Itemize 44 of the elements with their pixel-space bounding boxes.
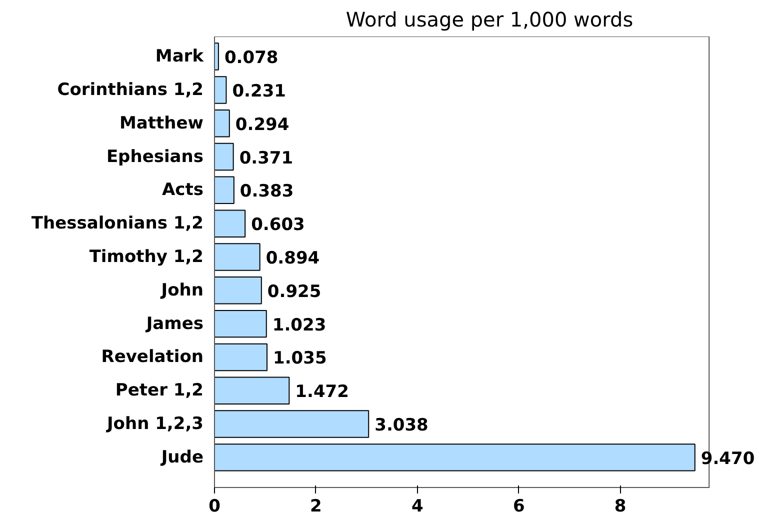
data-label: 0.925 — [267, 282, 322, 302]
data-label: 1.472 — [295, 382, 349, 402]
data-label: 1.023 — [272, 315, 326, 336]
x-tick-label: 4 — [412, 496, 424, 516]
bar — [214, 444, 696, 472]
y-tick-label: John — [160, 280, 204, 300]
y-tick-label: Corinthians 1,2 — [57, 80, 204, 100]
bar — [214, 176, 234, 204]
y-tick-label: Mark — [155, 46, 204, 67]
bar — [214, 343, 268, 372]
data-label: 0.078 — [224, 48, 278, 68]
y-tick-label: Matthew — [120, 113, 204, 134]
bar — [214, 410, 370, 438]
data-label: 3.038 — [374, 416, 428, 436]
bar — [214, 310, 267, 338]
data-label: 0.294 — [235, 114, 290, 135]
data-label: 0.894 — [266, 248, 320, 268]
y-tick-label: Ephesians — [106, 146, 204, 167]
y-tick-label: Revelation — [101, 347, 204, 368]
chart-title: Word usage per 1,000 words — [346, 8, 634, 32]
data-label: 0.603 — [251, 215, 305, 236]
x-tick-label: 0 — [208, 496, 221, 516]
y-tick-label: Acts — [162, 180, 204, 200]
bar — [214, 109, 230, 138]
y-tick-label: Peter 1,2 — [115, 380, 204, 401]
bar — [214, 243, 260, 271]
y-tick-label: Thessalonians 1,2 — [31, 214, 204, 234]
bar — [214, 210, 246, 238]
x-tick-label: 8 — [614, 496, 626, 516]
data-label: 0.231 — [232, 81, 286, 102]
y-tick-label: John 1,2,3 — [106, 414, 204, 434]
x-tick-label: 2 — [310, 496, 322, 516]
bar — [214, 376, 290, 404]
data-label: 0.383 — [240, 182, 294, 202]
bar — [214, 42, 219, 70]
y-tick-label: Jude — [160, 447, 204, 468]
data-label: 0.371 — [239, 148, 294, 168]
bar — [214, 76, 227, 104]
data-label: 1.035 — [273, 348, 327, 369]
bar — [214, 276, 262, 304]
bar — [214, 142, 234, 171]
y-tick-label: Timothy 1,2 — [89, 246, 204, 267]
x-tick-label: 6 — [512, 496, 525, 516]
y-tick-label: James — [145, 314, 204, 334]
